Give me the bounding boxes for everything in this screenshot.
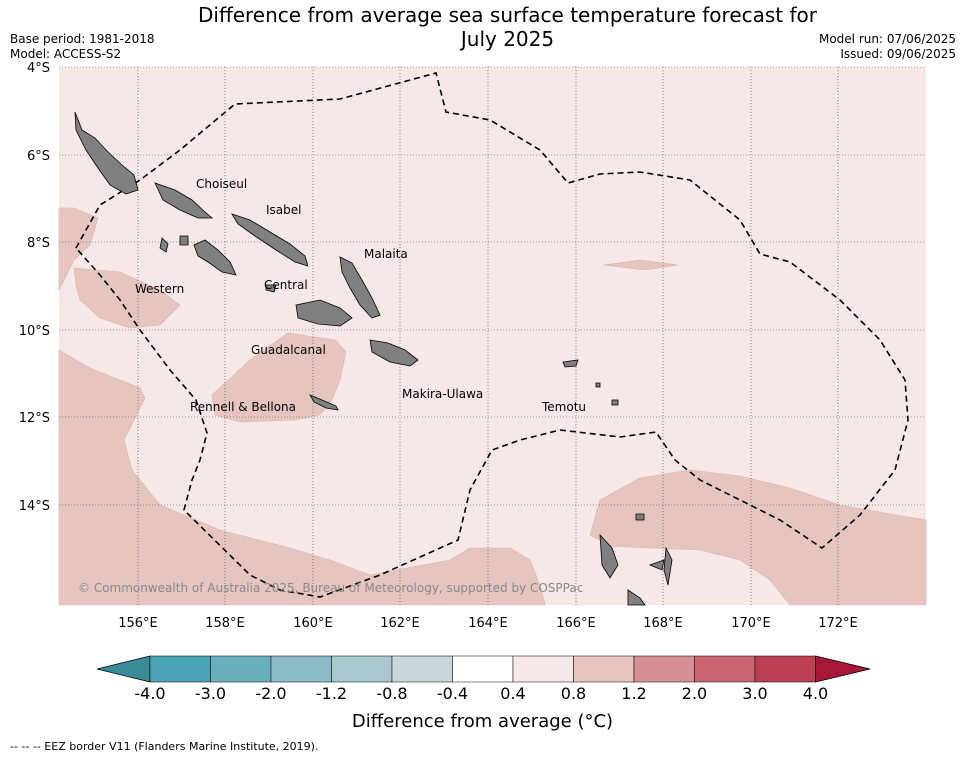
latitude-label: 10°S <box>19 324 50 339</box>
map-canvas: 4°S 6°S 8°S 10°S 12°S 14°S 156°E 158°E 160°E 162… <box>19 61 927 631</box>
region-label: Guadalcanal <box>251 343 326 357</box>
copyright-text: © Commonwealth of Australia 2025, Bureau… <box>78 581 583 595</box>
island-shape <box>595 382 601 388</box>
latitude-label: 12°S <box>19 411 50 426</box>
region-label: Rennell & Bellona <box>190 400 296 414</box>
island-shape <box>159 237 169 253</box>
island-shape <box>648 559 665 571</box>
colorbar-tick-label: 4.0 <box>803 684 828 703</box>
colorbar-swatch <box>452 655 514 683</box>
colorbar-swatch <box>512 655 574 683</box>
title-line-2: July 2025 <box>460 27 555 51</box>
colorbar-tick-label: -1.2 <box>316 684 347 703</box>
island-shape <box>369 339 419 367</box>
meta-left: Base period: 1981-2018 Model: ACCESS-S2 <box>10 32 155 62</box>
longitude-label: 156°E <box>118 616 158 631</box>
island-shape <box>562 359 579 368</box>
longitude-label: 170°E <box>731 616 771 631</box>
colorbar-swatch <box>694 655 756 683</box>
colorbar-swatch <box>270 655 332 683</box>
longitude-label: 172°E <box>818 616 858 631</box>
colorbar-tick-label: 2.0 <box>682 684 707 703</box>
colorbar-tick-label: 0.4 <box>500 684 525 703</box>
island-shape <box>599 533 619 579</box>
colorbar-title: Difference from average (°C) <box>351 711 614 732</box>
latitude-label: 4°S <box>27 61 50 76</box>
longitude-labels: 156°E 158°E 160°E 162°E 164°E 166°E 168°E 170°E… <box>118 616 858 631</box>
latitude-label: 8°S <box>27 236 50 251</box>
colorbar-tick-labels: -4.0 -3.0 -2.0 -1.2 -0.8 -0.4 0.4 0.8 1.2 2.0 3.0 4… <box>134 684 828 703</box>
region-label: Makira-Ulawa <box>402 387 483 401</box>
island-shape <box>231 213 309 267</box>
colorbar: -4.0 -3.0 -2.0 -1.2 -0.8 -0.4 0.4 0.8 1.2 2.0 3.0 4… <box>96 655 871 703</box>
region-label: Western <box>135 282 184 296</box>
colorbar-swatch <box>210 655 272 683</box>
meta-right: Model run: 07/06/2025 Issued: 09/06/2025 <box>819 32 956 62</box>
colorbar-tick-label: 1.2 <box>621 684 646 703</box>
colorbar-tick-label: -0.8 <box>376 684 407 703</box>
colorbar-tick-label: -4.0 <box>134 684 165 703</box>
colorbar-swatch <box>331 655 393 683</box>
colorbar-swatch <box>149 655 211 683</box>
island-shape <box>635 513 645 521</box>
latitude-label: 14°S <box>19 499 50 514</box>
colorbar-tick-label: 3.0 <box>742 684 767 703</box>
longitude-label: 162°E <box>380 616 420 631</box>
colorbar-tick-label: -3.0 <box>195 684 226 703</box>
longitude-label: 164°E <box>468 616 508 631</box>
islands <box>74 111 673 606</box>
colorbar-extend-high <box>815 655 871 683</box>
region-label: Isabel <box>266 203 301 217</box>
issued-date: Issued: 09/06/2025 <box>840 47 956 61</box>
map-title: Difference from average sea surface temp… <box>160 3 855 51</box>
eez-border <box>75 72 909 598</box>
region-label: Temotu <box>541 400 586 414</box>
island-shape <box>295 299 353 327</box>
colorbar-swatch <box>633 655 695 683</box>
colorbar-extend-low <box>96 655 151 683</box>
longitude-label: 158°E <box>205 616 245 631</box>
region-label: Choiseul <box>196 177 247 191</box>
region-label: Central <box>264 278 308 292</box>
island-shape <box>663 546 673 586</box>
island-shape <box>179 235 189 246</box>
colorbar-swatches <box>96 655 871 683</box>
colorbar-tick-label: 0.8 <box>561 684 586 703</box>
colorbar-swatch <box>754 655 816 683</box>
latitude-label: 6°S <box>27 149 50 164</box>
colorbar-swatch <box>573 655 635 683</box>
colorbar-swatch <box>391 655 453 683</box>
island-shape <box>154 182 214 219</box>
island-shape <box>74 111 139 195</box>
island-shape <box>193 239 237 276</box>
island-shape <box>265 284 277 293</box>
latitude-labels: 4°S 6°S 8°S 10°S 12°S 14°S <box>19 61 50 514</box>
longitude-label: 160°E <box>293 616 333 631</box>
region-labels: Choiseul Isabel Malaita Western Central Guada… <box>135 177 586 414</box>
colorbar-tick-label: -2.0 <box>255 684 286 703</box>
island-shape <box>339 256 381 319</box>
island-shape <box>309 394 339 411</box>
base-period: Base period: 1981-2018 <box>10 32 155 46</box>
model-run: Model run: 07/06/2025 <box>818 32 956 46</box>
longitude-label: 166°E <box>556 616 596 631</box>
island-shape <box>611 399 619 406</box>
longitude-label: 168°E <box>643 616 683 631</box>
title-line-1: Difference from average sea surface temp… <box>197 3 817 27</box>
region-label: Malaita <box>364 247 408 261</box>
model-name: Model: ACCESS-S2 <box>10 47 122 61</box>
colorbar-tick-label: -0.4 <box>437 684 468 703</box>
footnote: -- -- -- EEZ border V11 (Flanders Marine… <box>10 740 319 753</box>
island-shape <box>627 589 646 606</box>
